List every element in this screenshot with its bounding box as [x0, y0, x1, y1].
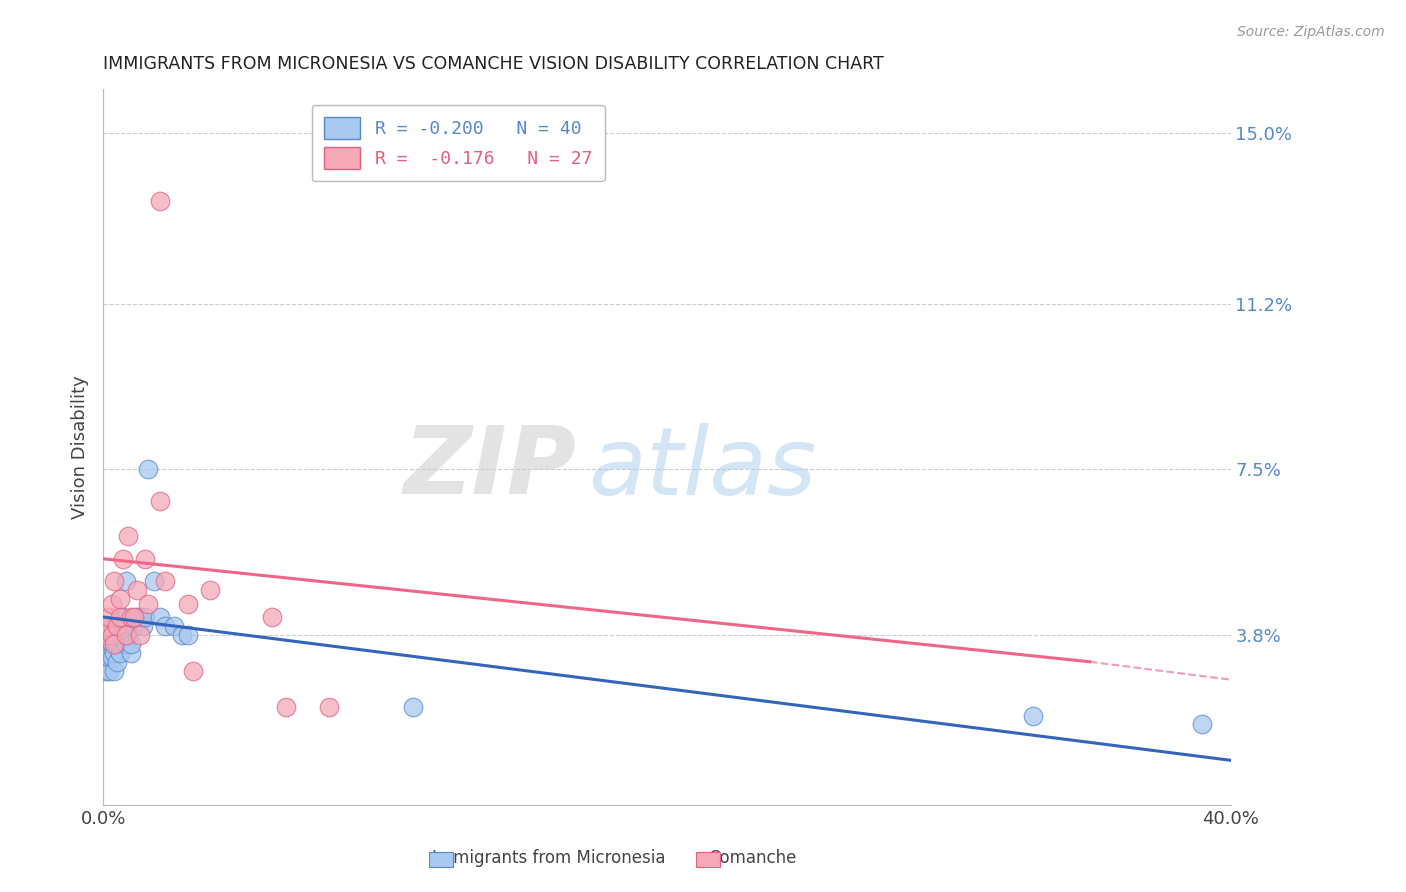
Point	[1191, 717, 1213, 731]
Point	[94, 664, 117, 678]
Point	[108, 646, 131, 660]
Point	[262, 610, 284, 624]
Point	[125, 610, 148, 624]
Text: ZIP: ZIP	[404, 422, 576, 515]
Point	[114, 637, 136, 651]
Point	[125, 583, 148, 598]
Point	[120, 610, 142, 624]
Text: IMMIGRANTS FROM MICRONESIA VS COMANCHE VISION DISABILITY CORRELATION CHART: IMMIGRANTS FROM MICRONESIA VS COMANCHE V…	[103, 55, 884, 73]
Point	[148, 194, 170, 208]
Point	[105, 655, 128, 669]
Point	[111, 628, 134, 642]
Legend: R = -0.200   N = 40, R =  -0.176   N = 27: R = -0.200 N = 40, R = -0.176 N = 27	[312, 104, 605, 181]
Point	[183, 664, 205, 678]
Point	[97, 628, 120, 642]
Point	[122, 619, 145, 633]
Point	[94, 628, 117, 642]
Point	[94, 637, 117, 651]
Point	[153, 619, 176, 633]
Point	[103, 664, 125, 678]
Point	[402, 699, 425, 714]
Point	[94, 650, 117, 665]
Point	[100, 597, 122, 611]
Point	[94, 619, 117, 633]
Point	[176, 597, 198, 611]
Point	[1022, 708, 1045, 723]
Point	[170, 628, 193, 642]
Point	[134, 610, 156, 624]
Text: Immigrants from Micronesia: Immigrants from Micronesia	[432, 849, 665, 867]
Point	[111, 551, 134, 566]
Point	[117, 628, 139, 642]
Point	[97, 610, 120, 624]
Point	[103, 646, 125, 660]
Text: atlas: atlas	[588, 423, 817, 514]
Point	[176, 628, 198, 642]
Point	[120, 646, 142, 660]
Point	[134, 551, 156, 566]
Point	[105, 637, 128, 651]
Point	[97, 650, 120, 665]
Point	[108, 592, 131, 607]
Point	[128, 628, 150, 642]
Point	[114, 628, 136, 642]
Point	[318, 699, 340, 714]
Point	[108, 610, 131, 624]
Point	[122, 610, 145, 624]
Point	[131, 619, 153, 633]
Point	[100, 628, 122, 642]
Point	[97, 619, 120, 633]
Point	[103, 628, 125, 642]
Text: Source: ZipAtlas.com: Source: ZipAtlas.com	[1237, 25, 1385, 39]
Point	[276, 699, 298, 714]
Point	[142, 574, 165, 589]
Point	[100, 637, 122, 651]
Point	[100, 650, 122, 665]
Point	[200, 583, 222, 598]
Point	[108, 628, 131, 642]
Point	[105, 619, 128, 633]
Point	[103, 637, 125, 651]
Point	[136, 597, 159, 611]
Point	[162, 619, 184, 633]
Point	[148, 610, 170, 624]
Point	[117, 529, 139, 543]
Text: Comanche: Comanche	[709, 849, 796, 867]
Point	[148, 493, 170, 508]
Point	[111, 610, 134, 624]
Point	[100, 628, 122, 642]
Point	[153, 574, 176, 589]
Point	[103, 574, 125, 589]
Point	[97, 664, 120, 678]
Point	[136, 462, 159, 476]
Y-axis label: Vision Disability: Vision Disability	[72, 375, 89, 519]
Point	[114, 574, 136, 589]
Point	[120, 637, 142, 651]
Point	[128, 610, 150, 624]
Point	[105, 619, 128, 633]
